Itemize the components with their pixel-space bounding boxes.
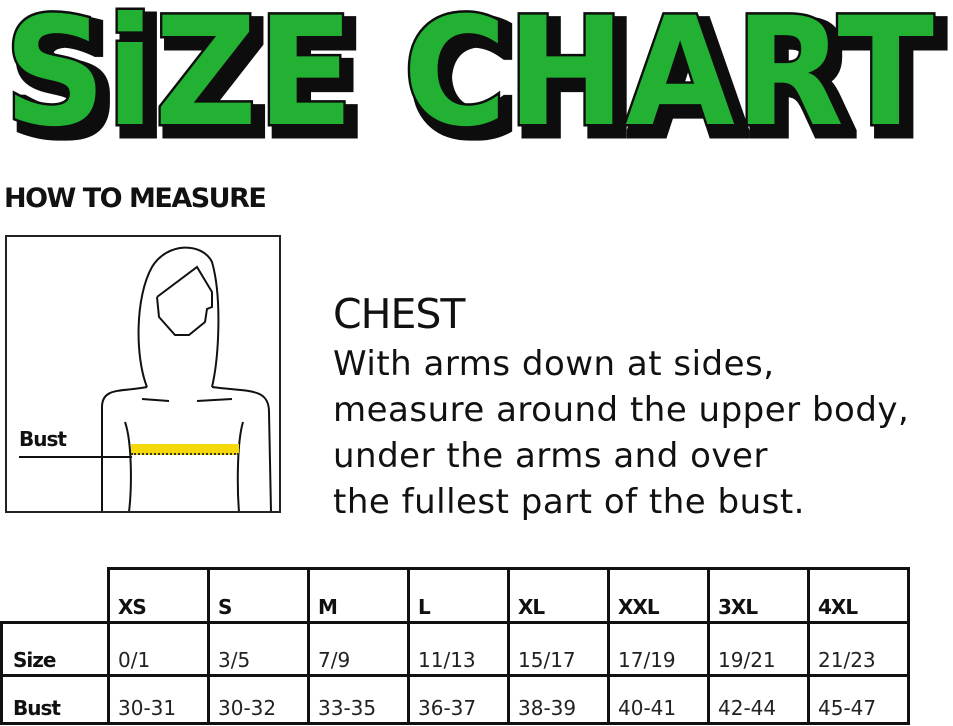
header-cell: S [207, 567, 310, 624]
size-table: XS S M L XL XXL 3XL 4XL Size 0/1 3/5 7/9… [0, 567, 910, 725]
chest-line: With arms down at sides, [333, 344, 775, 384]
table-cell: 30-31 [107, 674, 210, 725]
header-cell: L [407, 567, 510, 624]
table-row: Size 0/1 3/5 7/9 11/13 15/17 17/19 19/21… [0, 621, 910, 677]
chest-title: CHEST [333, 290, 465, 338]
table-cell: 17/19 [607, 621, 710, 677]
blank-cell [1, 568, 110, 624]
table-cell: 33-35 [307, 674, 410, 725]
chest-line: measure around the upper body, [333, 390, 910, 430]
chest-line: under the arms and over [333, 436, 768, 476]
chest-line: the fullest part of the bust. [333, 482, 805, 522]
how-to-measure-heading: HOW TO MEASURE [4, 183, 267, 214]
header-cell: XS [107, 567, 210, 624]
table-row: Bust 30-31 30-32 33-35 36-37 38-39 40-41… [0, 674, 910, 725]
table-cell: 3/5 [207, 621, 310, 677]
table-cell: 21/23 [807, 621, 910, 677]
table-cell: 15/17 [507, 621, 610, 677]
table-cell: 36-37 [407, 674, 510, 725]
table-cell: 30-32 [207, 674, 310, 725]
table-cell: 7/9 [307, 621, 410, 677]
table-cell: 38-39 [507, 674, 610, 725]
tape-measure [131, 444, 239, 455]
size-chart-title: SiZE CHART [2, 0, 937, 150]
header-cell: 4XL [807, 567, 910, 624]
header-row: XS S M L XL XXL 3XL 4XL [1, 567, 910, 624]
table-cell: 0/1 [107, 621, 210, 677]
table-cell: 42-44 [707, 674, 810, 725]
header-cell: XXL [607, 567, 710, 624]
header-cell: XL [507, 567, 610, 624]
header-cell: M [307, 567, 410, 624]
table-cell: 11/13 [407, 621, 510, 677]
row-label: Bust [0, 674, 110, 725]
chest-description: With arms down at sides, measure around … [333, 341, 909, 525]
table-cell: 40-41 [607, 674, 710, 725]
row-label: Size [0, 621, 110, 677]
header-cell: 3XL [707, 567, 810, 624]
woman-outline-icon [19, 246, 272, 513]
bust-label: Bust [19, 427, 67, 451]
table-cell: 45-47 [807, 674, 910, 725]
title-text: SiZE CHART [4, 0, 934, 150]
table-cell: 19/21 [707, 621, 810, 677]
measurement-figure: Bust [5, 235, 281, 513]
